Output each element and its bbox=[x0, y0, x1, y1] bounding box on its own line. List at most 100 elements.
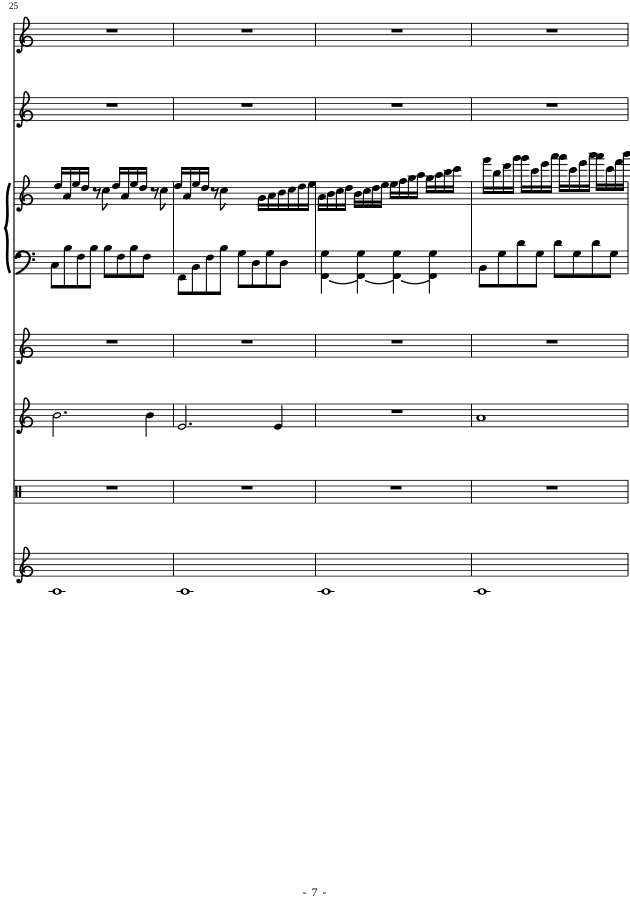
notehead bbox=[116, 253, 126, 260]
staff-2-lines bbox=[14, 97, 628, 121]
beam-group bbox=[478, 239, 545, 288]
notehead bbox=[335, 187, 345, 195]
whole-rest bbox=[106, 486, 118, 490]
whole-note bbox=[317, 588, 335, 595]
notehead bbox=[71, 180, 81, 188]
notehead bbox=[553, 239, 563, 247]
notehead bbox=[516, 239, 526, 247]
whole-rest bbox=[241, 103, 253, 107]
notehead bbox=[520, 154, 530, 162]
beam-group bbox=[237, 249, 289, 288]
notehead bbox=[356, 250, 366, 257]
bass-clef-icon bbox=[14, 250, 36, 276]
notehead bbox=[63, 244, 73, 252]
notehead bbox=[297, 183, 307, 190]
beam bbox=[482, 186, 514, 190]
notehead bbox=[540, 160, 550, 168]
tie bbox=[364, 279, 394, 285]
treble-clef-icon bbox=[16, 16, 34, 54]
notehead bbox=[80, 184, 90, 192]
beam bbox=[595, 183, 624, 187]
eighth-note bbox=[219, 187, 229, 211]
notehead bbox=[129, 244, 139, 252]
beam-group bbox=[50, 244, 99, 289]
notehead bbox=[614, 158, 624, 166]
beam bbox=[389, 191, 418, 195]
beam-group bbox=[257, 180, 317, 211]
beam bbox=[353, 200, 382, 204]
beam bbox=[181, 171, 210, 175]
whole-rest bbox=[106, 29, 118, 33]
beam-group bbox=[520, 152, 560, 193]
notehead bbox=[398, 177, 408, 185]
notehead bbox=[344, 184, 354, 192]
notehead bbox=[307, 180, 317, 188]
notehead bbox=[609, 250, 619, 257]
treble-clef-icon bbox=[16, 175, 34, 212]
beam bbox=[257, 203, 309, 207]
notehead bbox=[371, 184, 381, 192]
beam bbox=[595, 188, 624, 191]
beam-group bbox=[53, 167, 90, 200]
notehead bbox=[101, 187, 111, 194]
whole-rest bbox=[546, 486, 558, 490]
notehead bbox=[389, 180, 399, 188]
notehead bbox=[392, 272, 402, 280]
notehead bbox=[478, 264, 488, 272]
notehead bbox=[353, 190, 363, 198]
beam-group bbox=[389, 171, 426, 199]
notehead bbox=[120, 193, 130, 200]
beam bbox=[317, 203, 346, 207]
whole-rest bbox=[391, 340, 403, 344]
melody-note bbox=[177, 405, 192, 430]
staff-7-lines bbox=[14, 479, 628, 504]
treble-clef-icon bbox=[16, 397, 34, 434]
beam bbox=[103, 274, 144, 278]
flag bbox=[219, 202, 226, 211]
notehead bbox=[219, 244, 229, 252]
notehead bbox=[320, 250, 330, 257]
notehead bbox=[392, 250, 402, 257]
beam bbox=[317, 208, 346, 211]
beam bbox=[389, 196, 418, 199]
augmentation-dot bbox=[64, 411, 67, 414]
notehead bbox=[279, 259, 289, 267]
beam-group bbox=[317, 184, 354, 211]
beam bbox=[181, 167, 210, 170]
beam-group bbox=[111, 167, 148, 200]
whole-note bbox=[476, 414, 486, 422]
notehead bbox=[320, 272, 330, 280]
notehead bbox=[434, 171, 444, 179]
beam bbox=[520, 190, 552, 193]
whole-rest bbox=[106, 340, 118, 344]
staff-8-lines bbox=[14, 552, 628, 577]
notehead bbox=[267, 192, 277, 199]
melody-note bbox=[52, 411, 67, 437]
beam bbox=[61, 167, 90, 170]
whole-rest bbox=[391, 103, 403, 107]
notehead bbox=[380, 181, 390, 189]
notehead bbox=[356, 272, 366, 280]
whole-rest bbox=[546, 340, 558, 344]
measure-number-label: 25 bbox=[9, 1, 18, 11]
notehead bbox=[251, 259, 261, 267]
notehead bbox=[205, 254, 215, 261]
whole-rest bbox=[106, 103, 118, 107]
staff-1-lines bbox=[14, 22, 628, 47]
whole-rest bbox=[391, 409, 403, 414]
chord bbox=[428, 250, 438, 294]
notehead bbox=[145, 412, 155, 419]
beam-group bbox=[482, 154, 522, 194]
beam bbox=[425, 190, 454, 193]
staff-5-lines bbox=[14, 333, 628, 358]
beam bbox=[553, 274, 611, 278]
augmentation-dot bbox=[189, 422, 192, 426]
whole-rest bbox=[546, 29, 558, 33]
whole-note bbox=[176, 588, 194, 595]
beam-group bbox=[353, 181, 390, 208]
notehead bbox=[572, 250, 582, 257]
notehead bbox=[182, 193, 192, 200]
eighth-note bbox=[159, 187, 169, 211]
notehead bbox=[76, 253, 86, 260]
notehead bbox=[287, 186, 297, 193]
